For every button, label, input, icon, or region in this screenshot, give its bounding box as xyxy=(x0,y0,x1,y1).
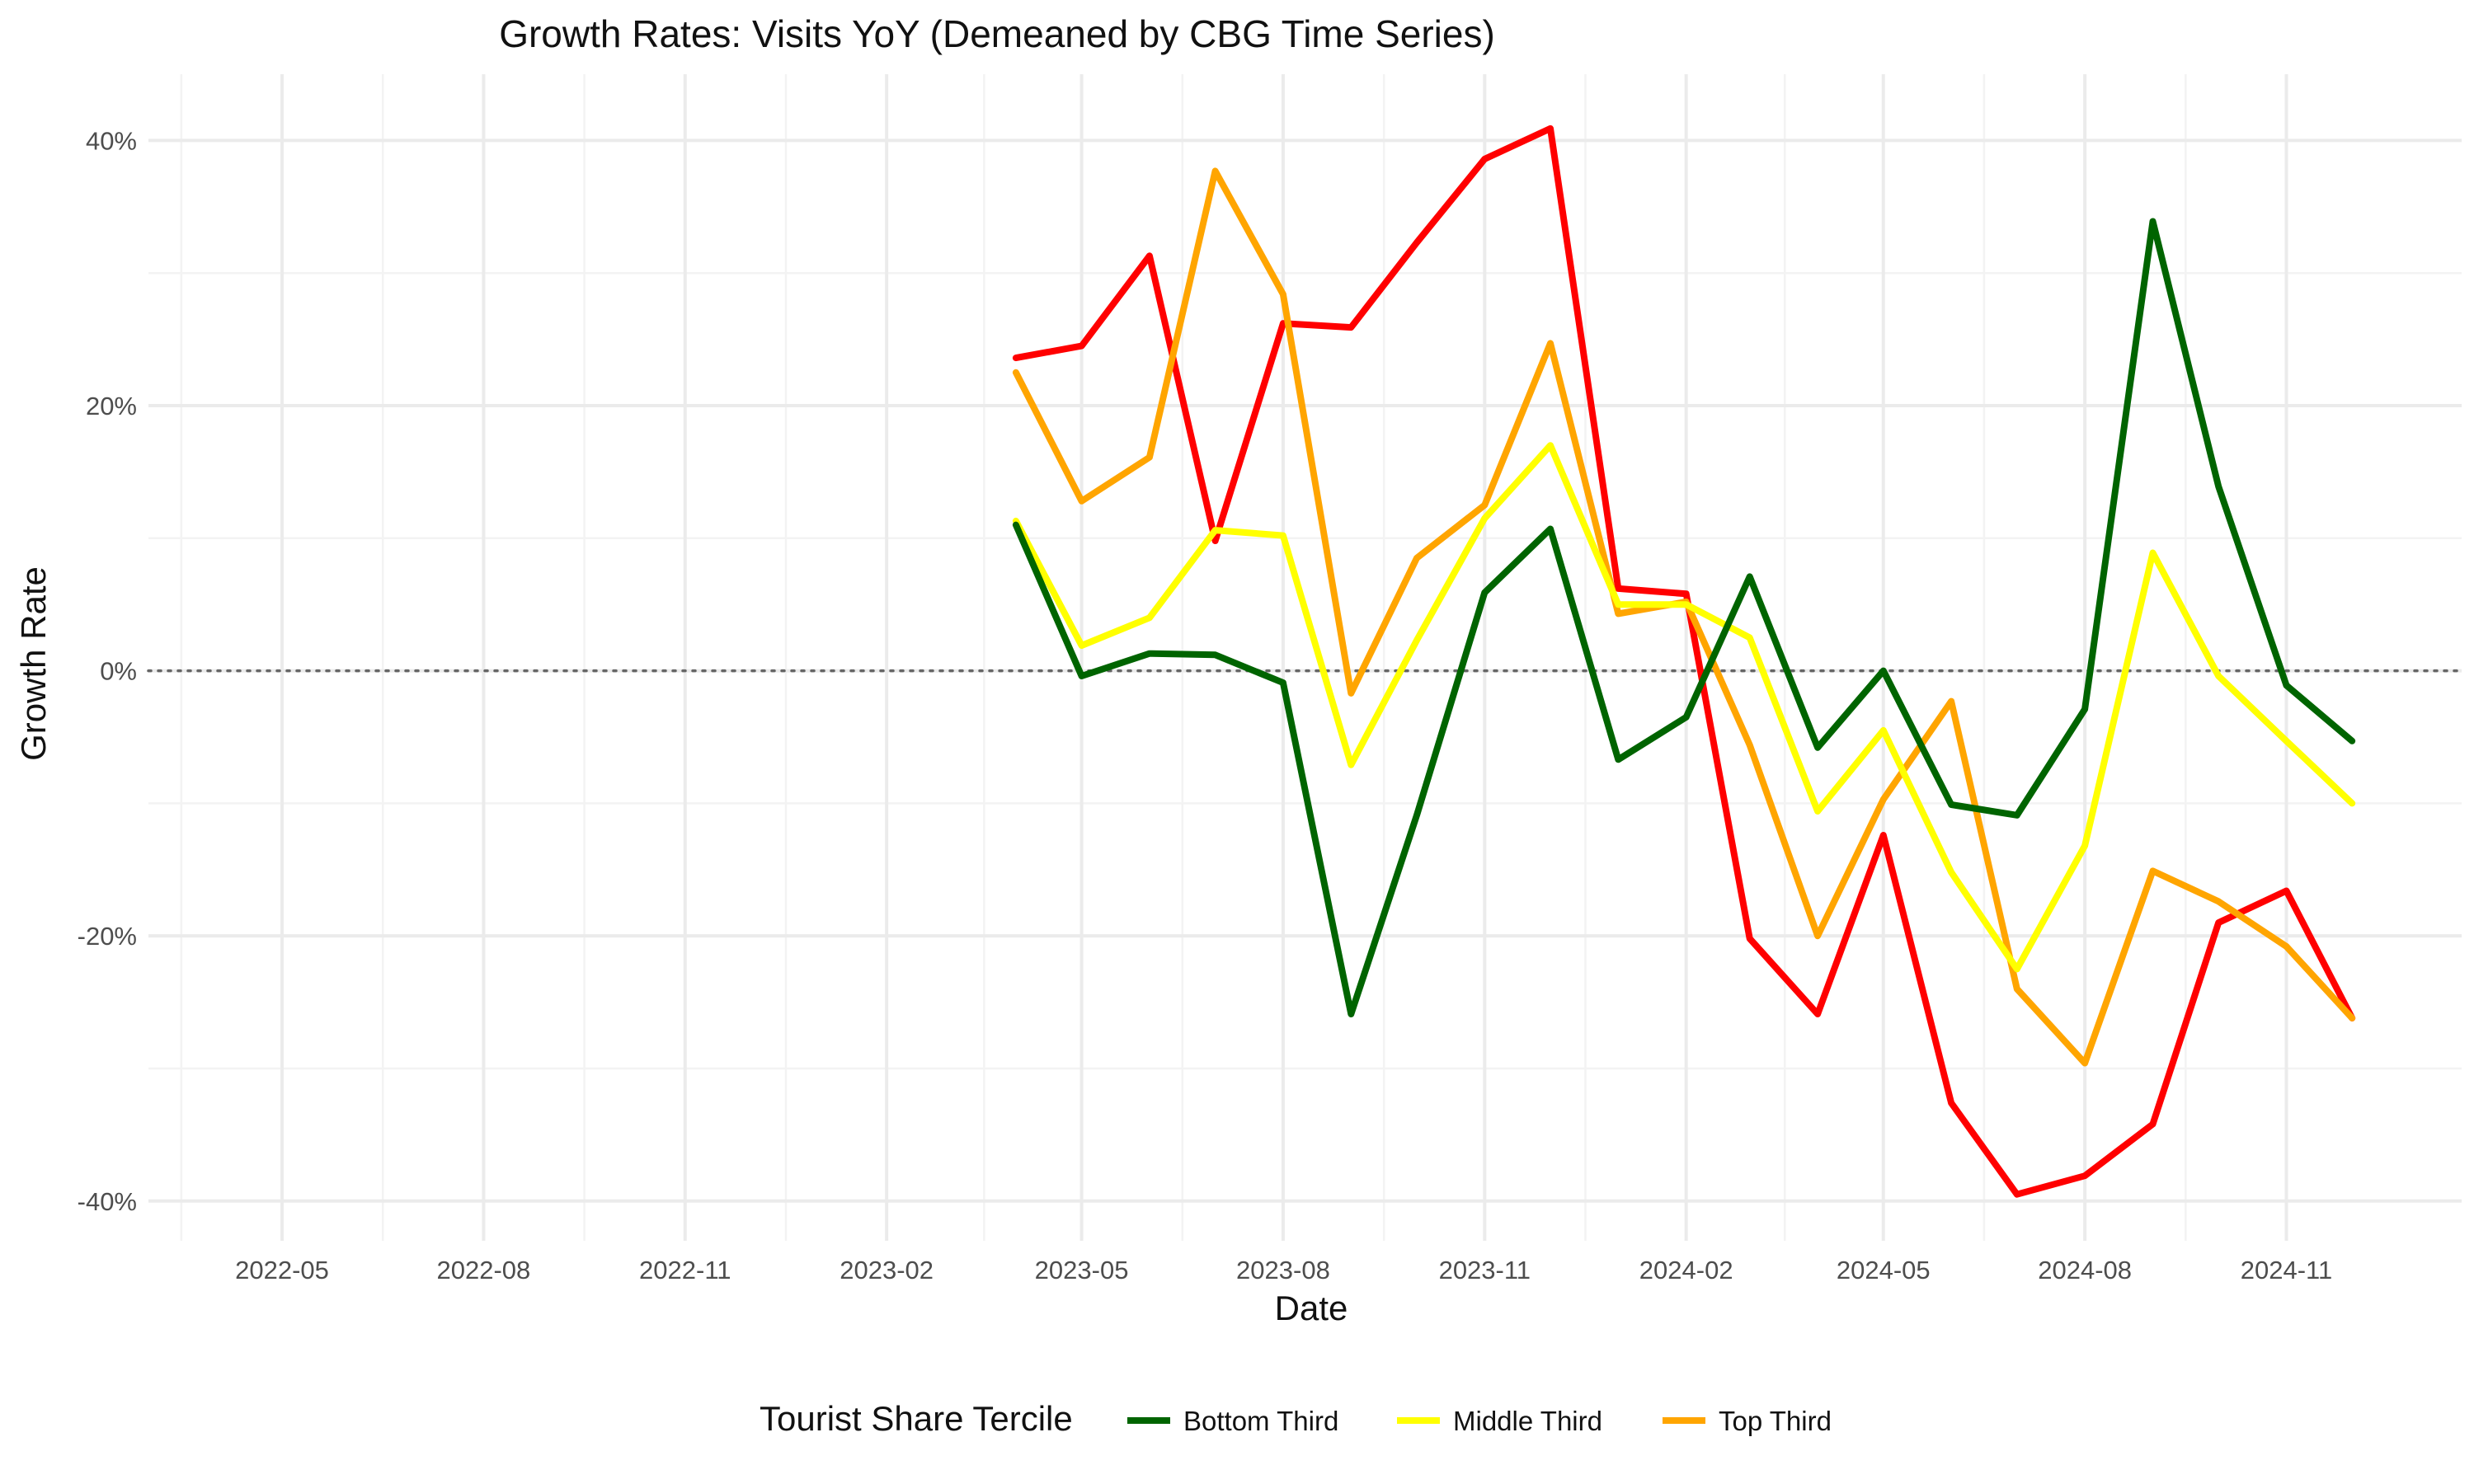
y-tick-label: -20% xyxy=(78,922,137,951)
legend-title: Tourist Share Tercile xyxy=(760,1399,1073,1438)
legend-label-top-third: Top Third xyxy=(1719,1406,1832,1436)
series-line-unlabeled-0 xyxy=(1012,124,2356,1198)
x-tick-label: 2023-05 xyxy=(1035,1256,1129,1284)
y-tick-label: 40% xyxy=(86,126,137,155)
x-axis-title: Date xyxy=(1275,1289,1348,1327)
y-tick-label: 0% xyxy=(100,657,137,686)
chart-title: Growth Rates: Visits YoY (Demeaned by CB… xyxy=(499,12,1495,55)
x-tick-label: 2024-02 xyxy=(1639,1256,1733,1284)
x-tick-label: 2024-08 xyxy=(2038,1256,2132,1284)
series-line-bottom-third xyxy=(1012,218,2356,1017)
series-line-middle-third xyxy=(1012,442,2356,973)
y-axis-tick-labels: -40% -20% 0% 20% 40% xyxy=(78,126,137,1215)
legend-label-middle-third: Middle Third xyxy=(1453,1406,1602,1436)
y-tick-label: 20% xyxy=(86,392,137,420)
y-tick-label: -40% xyxy=(78,1187,137,1216)
legend: Tourist Share Tercile Bottom Third Middle… xyxy=(760,1399,1832,1438)
series-layer xyxy=(1012,124,2356,1198)
x-tick-label: 2023-02 xyxy=(840,1256,934,1284)
x-tick-label: 2024-11 xyxy=(2241,1256,2332,1284)
x-tick-label: 2024-05 xyxy=(1837,1256,1931,1284)
x-tick-label: 2022-11 xyxy=(639,1256,731,1284)
y-axis-title: Growth Rate xyxy=(14,566,53,761)
x-tick-label: 2023-08 xyxy=(1236,1256,1330,1284)
x-tick-label: 2022-08 xyxy=(437,1256,531,1284)
x-tick-label: 2023-11 xyxy=(1439,1256,1531,1284)
legend-label-bottom-third: Bottom Third xyxy=(1183,1406,1338,1436)
x-tick-label: 2022-05 xyxy=(235,1256,329,1284)
x-axis-tick-labels: 2022-05 2022-08 2022-11 2023-02 2023-05 2023-… xyxy=(235,1256,2332,1284)
